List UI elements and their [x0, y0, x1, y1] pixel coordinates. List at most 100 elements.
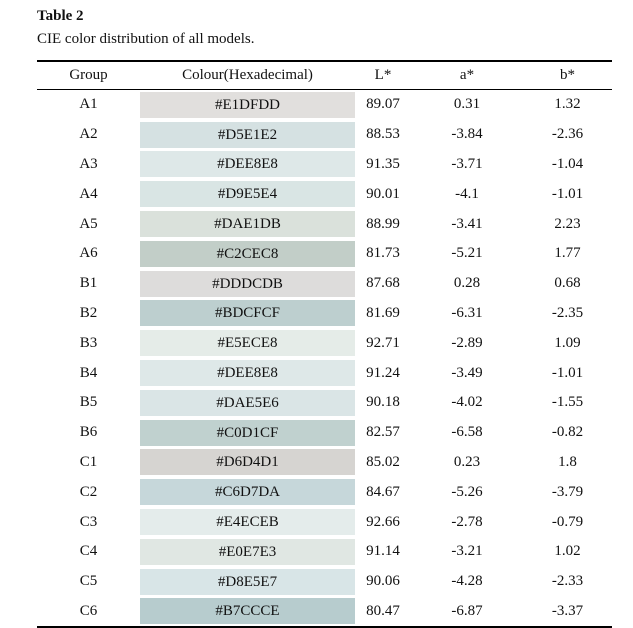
colour-swatch: #E0E7E3 [140, 538, 355, 565]
table-cell: 0.23 [453, 453, 481, 470]
table-cell: -3.79 [551, 483, 584, 500]
table-row: B1 #DDDCDB 87.68 0.28 0.68 [37, 269, 612, 299]
table-cell: -1.01 [551, 364, 584, 381]
page: Table 2 CIE color distribution of all mo… [37, 8, 612, 628]
table-cell: 88.53 [366, 126, 400, 143]
table-cell: -1.55 [551, 394, 584, 411]
colour-swatch: #D6D4D1 [140, 449, 355, 476]
table-cell: -6.31 [451, 304, 483, 321]
table-row: C6 #B7CCCE 80.47 -6.87 -3.37 [37, 597, 612, 628]
colour-cell: #C0D1CF [140, 418, 355, 448]
colour-cell: #D9E5E4 [140, 179, 355, 209]
table-cell: -0.82 [551, 424, 584, 441]
table-cell: -3.71 [451, 155, 483, 172]
colour-cell: #DDDCDB [140, 269, 355, 299]
table-cell: 1.02 [554, 543, 581, 560]
table-cell: 1.09 [554, 334, 581, 351]
colour-swatch: #BDCFCF [140, 300, 355, 327]
colour-cell: #E5ECE8 [140, 328, 355, 358]
table-cell: 82.57 [366, 424, 400, 441]
table-cell: -3.84 [451, 126, 483, 143]
table-row: B2 #BDCFCF 81.69 -6.31 -2.35 [37, 299, 612, 329]
table-cell: C1 [79, 453, 98, 470]
table-cell: B1 [79, 275, 98, 292]
table-cell: -5.26 [451, 483, 483, 500]
table: Group Colour(Hexadecimal) L* a* b* A1 #E1DFDD… [37, 60, 612, 628]
table-cell: 91.24 [366, 364, 400, 381]
table-row: C5 #D8E5E7 90.06 -4.28 -2.33 [37, 567, 612, 597]
table-cell: B4 [79, 364, 98, 381]
table-cell: 1.77 [554, 245, 581, 262]
colour-cell: #D8E5E7 [140, 567, 355, 597]
colour-cell: #D5E1E2 [140, 120, 355, 150]
colour-cell: #DAE1DB [140, 209, 355, 239]
table-row: B5 #DAE5E6 90.18 -4.02 -1.55 [37, 388, 612, 418]
table-cell: 0.68 [554, 275, 581, 292]
table-row: A1 #E1DFDD 89.07 0.31 1.32 [37, 90, 612, 120]
table-row: B6 #C0D1CF 82.57 -6.58 -0.82 [37, 418, 612, 448]
table-cell: -2.33 [551, 573, 584, 590]
colour-swatch: #D8E5E7 [140, 568, 355, 595]
table-cell: -3.21 [451, 543, 483, 560]
colour-cell: #BDCFCF [140, 299, 355, 329]
table-cell: -6.87 [451, 602, 483, 619]
table-row: A5 #DAE1DB 88.99 -3.41 2.23 [37, 209, 612, 239]
column-header: a* [459, 67, 475, 83]
table-cell: 81.69 [366, 304, 400, 321]
table-cell: 90.06 [366, 573, 400, 590]
table-cell: 2.23 [554, 215, 581, 232]
table-cell: -4.02 [451, 394, 483, 411]
table-body: A1 #E1DFDD 89.07 0.31 1.32 A2 #D5E1E2 88.53 -3.8… [37, 90, 612, 628]
table-cell: C5 [79, 573, 98, 590]
table-cell: -1.04 [551, 155, 584, 172]
table-cell: -3.49 [451, 364, 483, 381]
table-cell: 89.07 [366, 96, 400, 113]
colour-cell: #B7CCCE [140, 597, 355, 628]
table-cell: -1.01 [551, 185, 584, 202]
colour-swatch: #C2CEC8 [140, 240, 355, 267]
table-label: Table 2 [37, 8, 84, 24]
table-cell: -3.41 [451, 215, 483, 232]
colour-swatch: #DEE8E8 [140, 360, 355, 387]
table-cell: -5.21 [451, 245, 483, 262]
table-cell: 87.68 [366, 275, 400, 292]
table-caption: CIE color distribution of all models. [37, 31, 255, 47]
colour-swatch: #DDDCDB [140, 270, 355, 297]
colour-swatch: #D9E5E4 [140, 181, 355, 208]
table-row: C2 #C6D7DA 84.67 -5.26 -3.79 [37, 477, 612, 507]
colour-cell: #C2CEC8 [140, 239, 355, 269]
table-cell: -6.58 [451, 424, 483, 441]
table-cell: -2.36 [551, 126, 584, 143]
column-header: Colour(Hexadecimal) [182, 67, 313, 83]
colour-cell: #DEE8E8 [140, 150, 355, 180]
table-cell: -2.35 [551, 304, 584, 321]
header-row: Group Colour(Hexadecimal) L* a* b* [37, 61, 612, 90]
table-cell: 92.66 [366, 513, 400, 530]
table-cell: A6 [79, 245, 98, 262]
table-row: A3 #DEE8E8 91.35 -3.71 -1.04 [37, 150, 612, 180]
table-cell: B3 [79, 334, 98, 351]
table-cell: 0.31 [453, 96, 481, 113]
table-cell: 92.71 [366, 334, 400, 351]
colour-cell: #E0E7E3 [140, 537, 355, 567]
table-cell: 90.01 [366, 185, 400, 202]
colour-cell: #E1DFDD [140, 90, 355, 120]
column-header: Group [69, 67, 108, 83]
table-cell: -2.89 [451, 334, 483, 351]
table-cell: 85.02 [366, 453, 400, 470]
table-cell: -3.37 [551, 602, 584, 619]
table-row: C4 #E0E7E3 91.14 -3.21 1.02 [37, 537, 612, 567]
colour-swatch: #DAE1DB [140, 211, 355, 238]
table-cell: C2 [79, 483, 98, 500]
table-row: A4 #D9E5E4 90.01 -4.1 -1.01 [37, 179, 612, 209]
table-cell: A5 [79, 215, 98, 232]
table-cell: B5 [79, 394, 98, 411]
colour-swatch: #D5E1E2 [140, 121, 355, 148]
table-cell: 91.14 [366, 543, 400, 560]
colour-swatch: #E1DFDD [140, 91, 355, 118]
table-cell: -0.79 [551, 513, 584, 530]
table-cell: 88.99 [366, 215, 400, 232]
table-cell: 84.67 [366, 483, 400, 500]
table-cell: C4 [79, 543, 98, 560]
column-header: L* [374, 67, 392, 83]
